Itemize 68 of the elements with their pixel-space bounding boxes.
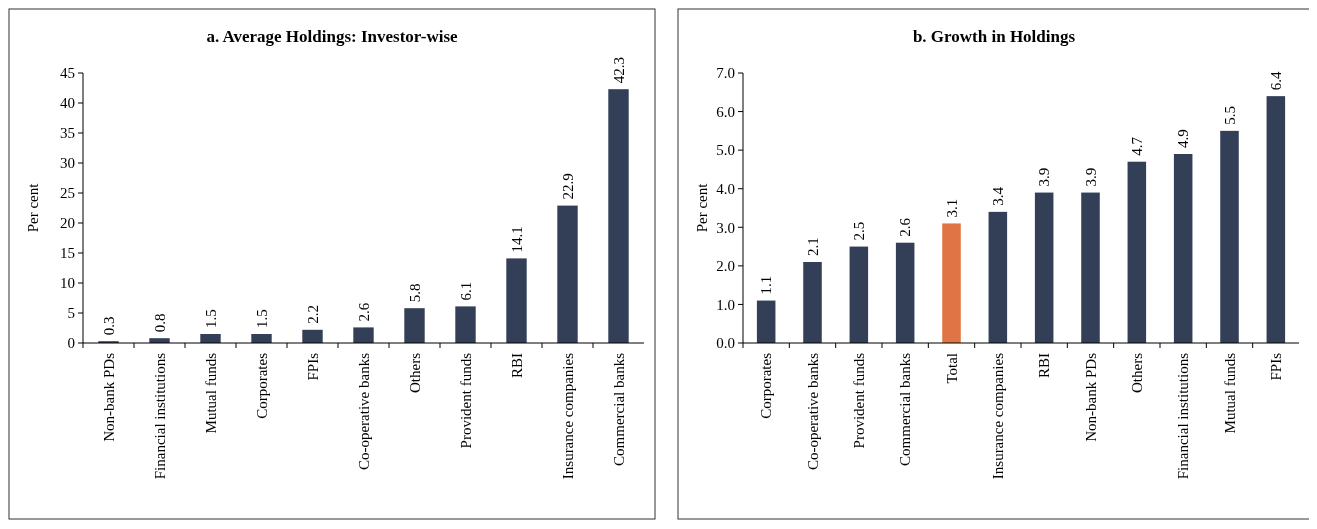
data-label: 0.3 — [100, 316, 117, 336]
x-tick-label: Corporates — [758, 352, 775, 419]
x-tick-label: Others — [1129, 352, 1146, 393]
x-tick-label: Insurance companies — [559, 352, 576, 480]
x-tick-label: FPIs — [304, 352, 321, 381]
x-tick-label: Commercial banks — [897, 352, 914, 466]
data-label: 6.1 — [457, 281, 474, 301]
y-axis-title: Per cent — [694, 182, 711, 233]
data-label: 42.3 — [610, 56, 627, 84]
data-label: 1.5 — [253, 309, 270, 328]
y-tick-label: 1.0 — [716, 296, 736, 313]
x-tick-label: Co-operative banks — [805, 352, 822, 471]
x-tick-label: Provident funds — [851, 352, 868, 449]
data-label: 1.5 — [202, 309, 219, 328]
y-tick-label: 10 — [60, 275, 75, 292]
x-tick-label: Mutual funds — [202, 352, 219, 434]
data-label: 3.9 — [1083, 167, 1100, 187]
x-tick-label: Commercial banks — [610, 352, 627, 466]
y-tick-label: 40 — [60, 95, 75, 112]
data-label: 2.6 — [897, 217, 914, 237]
y-tick-label: 0.0 — [716, 335, 736, 352]
x-tick-label: RBI — [508, 353, 525, 379]
y-tick-label: 5.0 — [716, 142, 736, 159]
data-label: 5.8 — [406, 283, 423, 303]
x-tick-label: Non-bank PDs — [1083, 352, 1100, 442]
x-tick-label: Financial institutions — [151, 352, 168, 480]
data-label: 3.1 — [944, 198, 961, 218]
x-tick-label: Insurance companies — [990, 352, 1007, 480]
y-tick-label: 45 — [60, 65, 75, 82]
x-tick-label: RBI — [1036, 353, 1053, 379]
chart-title: b. Growth in Holdings — [913, 27, 1076, 46]
data-label: 6.4 — [1268, 70, 1285, 91]
x-tick-label: Mutual funds — [1222, 352, 1239, 434]
y-tick-label: 5 — [67, 305, 75, 322]
x-tick-label: Non-bank PDs — [100, 352, 117, 442]
y-tick-label: 4.0 — [716, 180, 736, 197]
data-label: 2.1 — [805, 237, 822, 256]
y-axis-title: Per cent — [25, 182, 41, 233]
x-tick-label: Others — [406, 352, 423, 393]
y-tick-label: 25 — [60, 185, 75, 202]
data-label: 3.9 — [1036, 167, 1053, 187]
data-label: 2.5 — [851, 221, 868, 241]
data-label: 3.4 — [990, 186, 1007, 206]
data-label: 5.5 — [1222, 106, 1239, 125]
data-label: 2.6 — [355, 302, 372, 322]
data-label: 14.1 — [508, 226, 525, 253]
data-label: 4.7 — [1129, 136, 1146, 156]
y-tick-label: 2.0 — [716, 258, 736, 275]
y-tick-label: 20 — [60, 215, 75, 232]
y-tick-label: 3.0 — [716, 219, 736, 236]
y-tick-label: 6.0 — [716, 103, 736, 120]
data-label: 1.1 — [758, 275, 775, 295]
x-tick-label: Total — [944, 353, 961, 384]
y-tick-label: 7.0 — [716, 65, 736, 82]
data-label: 4.9 — [1175, 129, 1192, 148]
y-tick-label: 35 — [60, 125, 75, 142]
x-tick-label: Corporates — [253, 352, 270, 419]
data-label: 0.8 — [151, 313, 168, 333]
data-label: 22.9 — [559, 173, 576, 200]
x-tick-label: Co-operative banks — [355, 352, 372, 471]
x-tick-label: FPIs — [1268, 352, 1285, 381]
x-tick-label: Financial institutions — [1175, 352, 1192, 480]
data-label: 2.2 — [304, 305, 321, 324]
y-tick-label: 15 — [60, 245, 75, 262]
y-tick-label: 0 — [67, 335, 75, 352]
x-tick-label: Provident funds — [457, 352, 474, 449]
chart-title: a. Average Holdings: Investor-wise — [206, 27, 459, 46]
y-tick-label: 30 — [60, 155, 75, 172]
